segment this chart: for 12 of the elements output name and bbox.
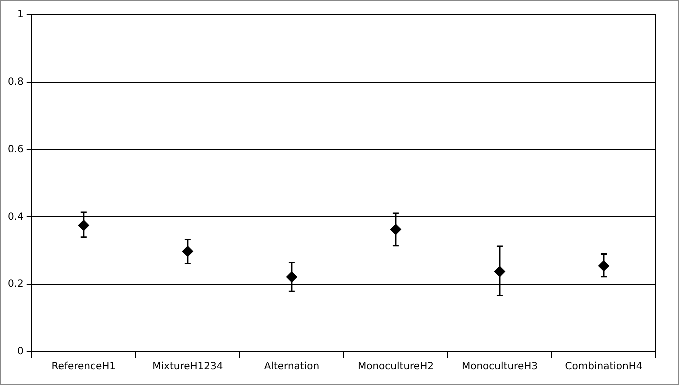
y-tick-label: 0.6 (8, 144, 24, 156)
x-tick-label: CombinationH4 (565, 362, 643, 373)
x-tick-label: MonocultureH3 (462, 362, 538, 373)
y-tick-label: 0.4 (8, 212, 24, 223)
y-tick-label: 1 (18, 10, 24, 21)
y-tick-label: 0.2 (8, 279, 24, 290)
x-tick-label: MonocultureH2 (358, 362, 434, 373)
y-tick-label: 0 (18, 346, 24, 358)
x-tick-label: ReferenceH1 (52, 362, 116, 373)
x-tick-label: Alternation (264, 362, 320, 373)
y-tick-label: 0.8 (8, 76, 24, 88)
x-tick-label: MixtureH1234 (152, 362, 224, 373)
